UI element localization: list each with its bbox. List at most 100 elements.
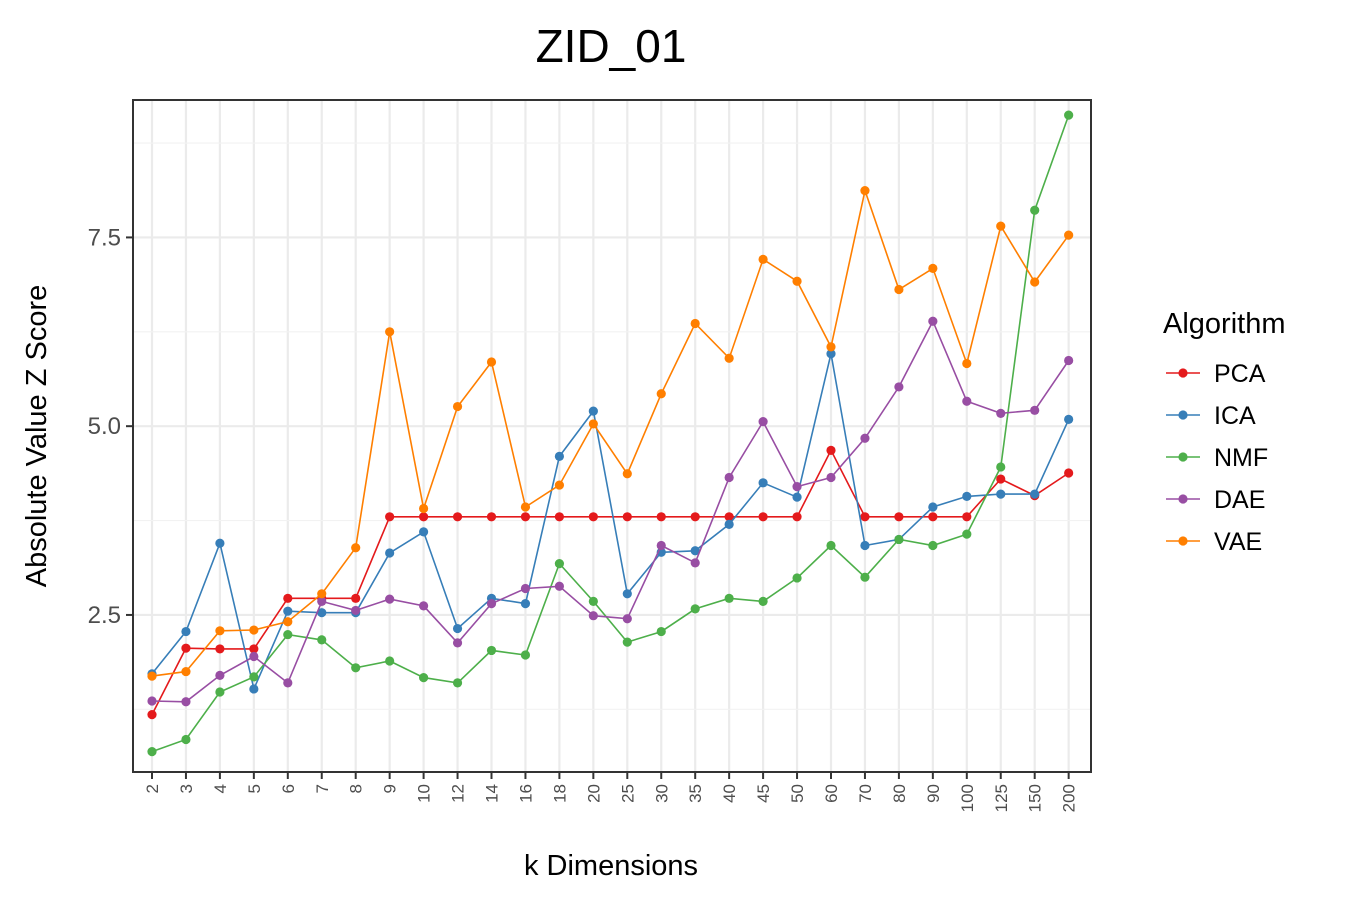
data-point-vae (1030, 277, 1040, 287)
data-point-vae (792, 276, 802, 286)
series-line-vae (151, 187, 1070, 677)
data-point-dae (351, 605, 361, 616)
data-point-nmf (486, 645, 497, 656)
data-point-pca (588, 512, 598, 522)
data-point-nmf (622, 637, 632, 647)
data-point-pca (147, 710, 157, 720)
data-point-vae (622, 469, 632, 479)
data-point-dae (622, 614, 632, 624)
data-point-vae (588, 419, 598, 429)
data-point-ica (860, 540, 870, 551)
data-point-nmf (860, 572, 870, 582)
data-point-dae (928, 316, 938, 326)
data-point-dae (554, 581, 565, 591)
x-tick-label: 100 (958, 784, 977, 812)
data-point-nmf (147, 747, 157, 757)
data-point-dae (317, 596, 327, 606)
x-tick-label: 20 (584, 784, 603, 803)
data-point-ica (690, 546, 700, 556)
data-point-pca (520, 512, 531, 522)
data-point-nmf (452, 678, 463, 688)
data-point-pca (962, 512, 972, 522)
legend-key-point (1178, 536, 1188, 546)
series-layer (147, 110, 1074, 757)
data-point-dae (724, 472, 734, 483)
legend-item-dae: DAE (1166, 486, 1265, 514)
data-point-nmf (928, 540, 938, 551)
data-point-ica (1030, 489, 1040, 499)
data-point-nmf (656, 626, 666, 637)
data-point-nmf (249, 672, 259, 682)
x-tick-label: 25 (618, 784, 637, 803)
data-point-dae (419, 601, 429, 611)
series-ica (147, 349, 1074, 694)
data-point-vae (1064, 230, 1074, 240)
data-point-pca (826, 445, 836, 455)
data-point-pca (351, 593, 361, 603)
data-point-pca (385, 512, 395, 522)
data-point-ica (996, 489, 1006, 499)
data-point-ica (622, 589, 632, 599)
data-point-vae (724, 353, 734, 363)
data-point-ica (520, 599, 531, 609)
data-point-nmf (758, 596, 768, 606)
data-point-nmf (283, 629, 293, 640)
data-point-nmf (385, 656, 395, 666)
data-point-pca (249, 644, 259, 654)
data-point-vae (758, 254, 768, 264)
data-point-nmf (894, 534, 904, 545)
x-tick-label: 90 (924, 784, 943, 803)
data-point-vae (419, 503, 429, 514)
data-point-dae (486, 599, 497, 609)
x-tick-label: 60 (822, 784, 841, 803)
data-point-vae (385, 327, 395, 337)
x-tick-label: 80 (890, 784, 909, 803)
x-tick-label: 70 (856, 784, 875, 803)
data-point-vae (520, 502, 531, 512)
y-tick-label: 2.5 (88, 602, 121, 629)
data-point-dae (385, 594, 395, 604)
x-tick-label: 50 (788, 784, 807, 803)
data-point-ica (249, 684, 259, 694)
data-point-ica (724, 519, 734, 529)
data-point-ica (554, 451, 565, 461)
series-vae (147, 186, 1074, 681)
data-point-ica (588, 406, 598, 416)
data-point-dae (690, 558, 700, 568)
legend-item-nmf: NMF (1166, 444, 1268, 472)
data-point-ica (283, 606, 293, 616)
data-point-nmf (724, 593, 734, 603)
y-axis-title: Absolute Value Z Score (21, 285, 53, 588)
data-point-dae (996, 408, 1006, 418)
legend-item-vae: VAE (1166, 528, 1262, 556)
legend: Algorithm PCA ICA NMF DAE VAE (1163, 308, 1286, 556)
data-point-pca (283, 593, 293, 603)
data-point-dae (758, 417, 768, 427)
data-point-nmf (520, 650, 531, 660)
data-point-nmf (826, 540, 836, 551)
data-point-dae (656, 540, 666, 551)
data-point-dae (1030, 405, 1040, 415)
data-point-dae (894, 382, 904, 392)
x-tick-label: 10 (415, 784, 434, 803)
data-point-ica (826, 349, 836, 359)
data-point-pca (928, 512, 938, 522)
data-point-nmf (554, 559, 565, 569)
data-point-nmf (792, 573, 802, 583)
data-point-pca (622, 512, 632, 522)
data-point-vae (928, 263, 938, 273)
legend-key-point (1178, 452, 1188, 462)
x-axis: 2 3 4 5 6 7 8 9 10 12 14 16 18 20 25 30 35 40 45 50 60 70 80 90… (143, 772, 1079, 812)
data-point-pca (215, 644, 225, 654)
data-point-ica (792, 492, 802, 502)
data-point-ica (962, 491, 972, 502)
data-point-nmf (996, 462, 1006, 472)
series-line-dae (151, 319, 1070, 703)
data-point-vae (215, 626, 225, 636)
data-point-ica (215, 538, 225, 548)
data-point-nmf (419, 673, 429, 683)
data-point-pca (724, 512, 734, 522)
legend-item-pca: PCA (1166, 360, 1266, 388)
x-tick-label: 2 (143, 784, 162, 793)
x-tick-label: 45 (754, 784, 773, 803)
